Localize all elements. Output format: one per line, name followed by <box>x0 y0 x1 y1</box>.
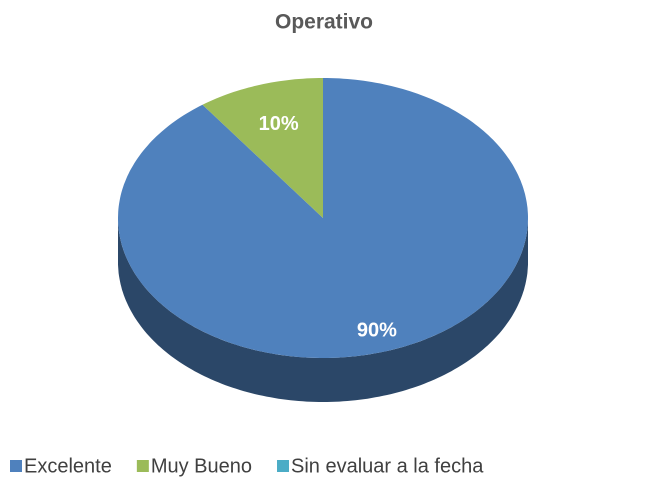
legend-label: Muy Bueno <box>151 455 252 477</box>
legend-swatch <box>10 460 22 472</box>
chart-title: Operativo <box>275 11 373 34</box>
pie-slice <box>202 78 323 218</box>
data-label: 10% <box>259 113 299 135</box>
legend-swatch <box>136 460 149 472</box>
data-label: 90% <box>357 319 397 341</box>
legend-swatch <box>277 460 290 472</box>
pie-side <box>118 218 528 402</box>
legend-label: Excelente <box>24 455 112 477</box>
legend-label: Sin evaluar a la fecha <box>291 455 484 477</box>
